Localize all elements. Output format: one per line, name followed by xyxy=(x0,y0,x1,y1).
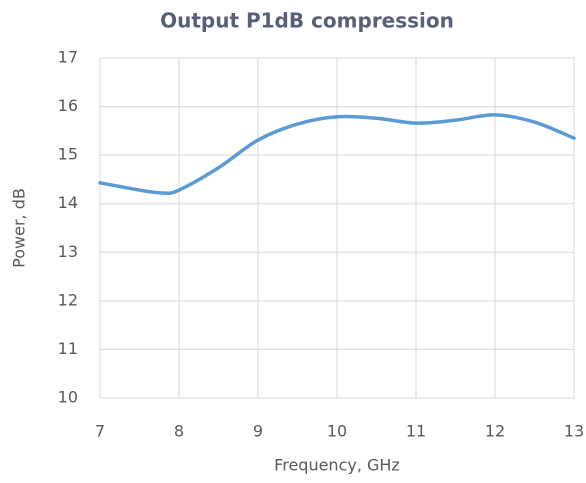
x-tick-label: 8 xyxy=(174,422,184,441)
x-tick-label: 10 xyxy=(327,422,347,441)
x-tick-label: 13 xyxy=(564,422,584,441)
x-tick-label: 9 xyxy=(253,422,263,441)
y-tick-label: 13 xyxy=(58,242,78,261)
y-tick-label: 15 xyxy=(58,145,78,164)
x-tick-label: 11 xyxy=(406,422,426,441)
y-tick-label: 17 xyxy=(58,48,78,67)
chart-title: Output P1dB compression xyxy=(160,9,454,33)
y-tick-label: 11 xyxy=(58,339,78,358)
data-line xyxy=(98,113,576,195)
x-tick-label: 12 xyxy=(485,422,505,441)
y-axis-label: Power, dB xyxy=(10,188,29,268)
x-tick-label: 7 xyxy=(95,422,105,441)
y-tick-label: 16 xyxy=(58,96,78,115)
x-axis-label: Frequency, GHz xyxy=(274,456,400,475)
y-tick-label: 10 xyxy=(58,388,78,407)
y-tick-label: 14 xyxy=(58,193,78,212)
y-tick-label: 12 xyxy=(58,290,78,309)
